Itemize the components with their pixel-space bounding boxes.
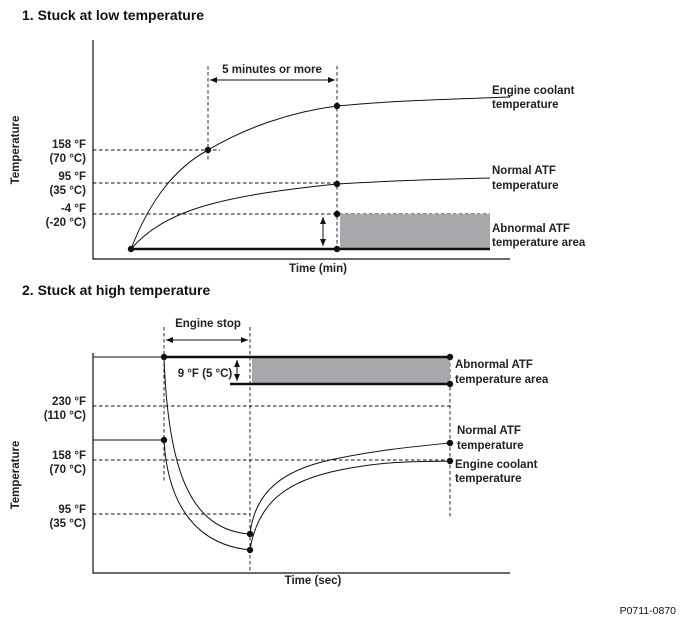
interval-label-1: 5 minutes or more xyxy=(222,64,322,76)
interval-label-2: Engine stop xyxy=(175,318,241,330)
curve-label-normal-atf: Normal ATF xyxy=(457,425,521,437)
y-axis-label-2: Temperature xyxy=(10,441,22,510)
curve-label-normal-atf: temperature xyxy=(492,180,558,192)
point xyxy=(246,530,254,538)
x-axis-label-1: Time (min) xyxy=(289,263,347,275)
figure-id: P0711-0870 xyxy=(620,605,677,617)
axes-2 xyxy=(92,353,510,574)
diagram-2-title: 2. Stuck at high temperature xyxy=(22,282,210,298)
level-label: -4 °F xyxy=(61,203,86,215)
level-label: (35 °C) xyxy=(49,518,86,530)
level-label: 95 °F xyxy=(58,504,86,516)
point xyxy=(333,210,341,218)
point xyxy=(446,439,454,447)
curve-label-coolant: temperature xyxy=(492,99,558,111)
point xyxy=(446,457,454,465)
level-label: (70 °C) xyxy=(49,153,86,165)
point xyxy=(333,180,341,188)
normal-atf-curve-1 xyxy=(130,177,491,250)
curve-label-abnormal: temperature area xyxy=(455,374,549,386)
level-label: (-20 °C) xyxy=(46,217,87,229)
curve-label-coolant: temperature xyxy=(455,473,521,485)
diagram-1-title: 1. Stuck at low temperature xyxy=(22,7,204,23)
curve-label-abnormal: Abnormal ATF xyxy=(492,223,570,235)
abnormal-area-1 xyxy=(340,214,490,249)
coolant-curve-2 xyxy=(163,439,451,551)
curve-label-normal-atf: temperature xyxy=(457,440,523,452)
axes-1 xyxy=(92,40,510,260)
x-axis-label-2: Time (sec) xyxy=(285,575,342,587)
diagram-high-temperature: 2. Stuck at high temperature Temperature… xyxy=(10,282,549,587)
y-axis-label-1: Temperature xyxy=(10,116,22,185)
normal-atf-curve-2 xyxy=(163,356,451,535)
coolant-curve-1 xyxy=(130,96,511,250)
point xyxy=(333,245,341,253)
point xyxy=(446,380,454,388)
point xyxy=(127,245,135,253)
abnormal-area-2 xyxy=(252,357,450,384)
point xyxy=(160,353,168,361)
level-label: (70 °C) xyxy=(49,464,86,476)
curve-label-coolant: Engine coolant xyxy=(492,85,575,97)
level-label: 158 °F xyxy=(52,139,86,151)
diagram-low-temperature: 1. Stuck at low temperature Temperature … xyxy=(10,7,586,275)
point xyxy=(204,146,212,154)
level-label: 158 °F xyxy=(52,450,86,462)
curve-label-abnormal: Abnormal ATF xyxy=(455,359,533,371)
level-label: 230 °F xyxy=(52,396,86,408)
point xyxy=(446,353,454,361)
curve-label-normal-atf: Normal ATF xyxy=(492,165,556,177)
level-label: (35 °C) xyxy=(49,185,86,197)
level-label: 95 °F xyxy=(58,171,86,183)
point xyxy=(160,436,168,444)
curve-label-abnormal: temperature area xyxy=(492,237,586,249)
curve-label-coolant: Engine coolant xyxy=(455,459,538,471)
point xyxy=(333,102,341,110)
point xyxy=(246,546,254,554)
curve-points-2 xyxy=(160,353,454,554)
band-label: 9 °F (5 °C) xyxy=(178,368,233,380)
level-label: (110 °C) xyxy=(44,410,86,422)
curve-points-1 xyxy=(127,102,341,253)
